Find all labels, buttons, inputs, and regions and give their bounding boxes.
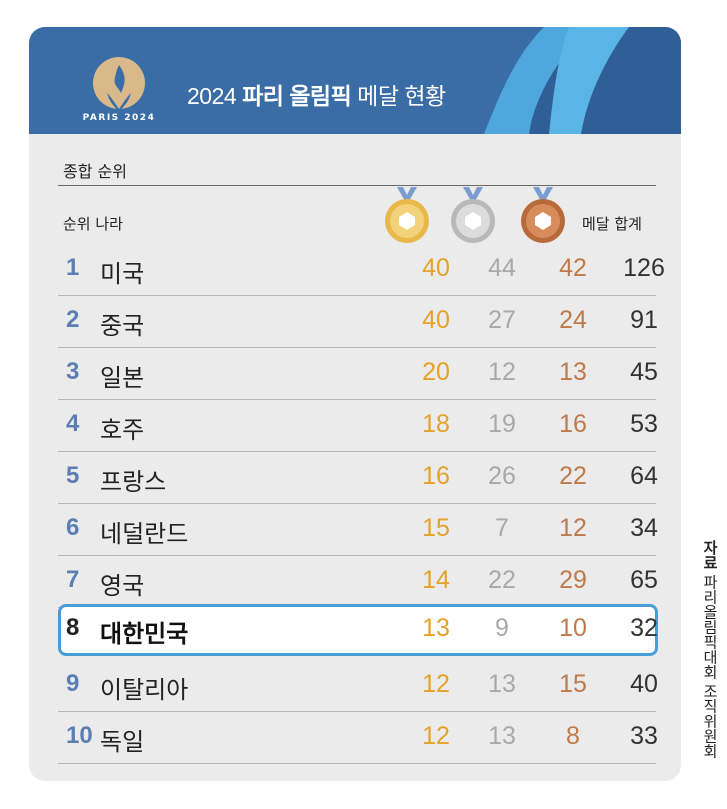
total-count: 33 (630, 722, 658, 750)
silver-count: 7 (495, 514, 509, 542)
table-row: 2 중국 40 27 24 91 (58, 296, 658, 348)
bronze-count: 12 (559, 514, 587, 542)
silver-count: 44 (488, 254, 516, 282)
country-cell: 독일 (100, 729, 145, 756)
paris-2024-logo-icon (93, 57, 145, 111)
divider (58, 185, 656, 186)
header-total: 메달 합계 (582, 215, 642, 233)
total-count: 45 (630, 358, 658, 386)
table-row: 8 대한민국 13 9 10 32 (58, 604, 658, 656)
logo-text: PARIS 2024 (82, 113, 156, 123)
gold-count: 20 (422, 358, 450, 386)
silver-count: 22 (488, 566, 516, 594)
bronze-count: 10 (559, 614, 587, 642)
country-cell: 프랑스 (100, 469, 167, 496)
total-count: 34 (630, 514, 658, 542)
country-cell: 네덜란드 (100, 521, 189, 548)
total-count: 40 (630, 670, 658, 698)
table-row: 7 영국 14 22 29 65 (58, 556, 658, 608)
table-row: 6 네덜란드 15 7 12 34 (58, 504, 658, 556)
gold-count: 18 (422, 410, 450, 438)
total-count: 126 (623, 254, 665, 282)
header-rank-country: 순위 나라 (63, 215, 123, 233)
country-cell: 미국 (100, 261, 145, 288)
rank-cell: 7 (66, 566, 80, 593)
silver-count: 13 (488, 670, 516, 698)
rank-cell: 1 (66, 254, 80, 281)
title-prefix: 2024 (187, 83, 243, 109)
source-text: 파리올림픽대회 조직위원회 (701, 574, 718, 759)
rank-cell: 10 (66, 722, 93, 749)
gold-count: 40 (422, 254, 450, 282)
gold-count: 15 (422, 514, 450, 542)
source-note: 자료 파리올림픽대회 조직위원회 (690, 540, 720, 758)
title-bold: 파리 올림픽 (242, 83, 352, 109)
bronze-medal-icon (521, 187, 565, 243)
rank-cell: 6 (66, 514, 80, 541)
silver-count: 13 (488, 722, 516, 750)
rank-cell: 9 (66, 670, 80, 697)
title-suffix: 메달 현황 (351, 83, 446, 109)
bronze-count: 42 (559, 254, 587, 282)
table-row: 3 일본 20 12 13 45 (58, 348, 658, 400)
gold-count: 14 (422, 566, 450, 594)
country-cell: 이탈리아 (100, 677, 189, 704)
gold-count: 12 (422, 722, 450, 750)
medal-table-card: PARIS 2024 2024 파리 올림픽 메달 현황 종합 순위 순위 나라… (29, 27, 681, 781)
source-label: 자료 (701, 540, 718, 570)
country-cell: 영국 (100, 573, 145, 600)
gold-count: 12 (422, 670, 450, 698)
total-count: 53 (630, 410, 658, 438)
rank-cell: 2 (66, 306, 80, 333)
table-row: 9 이탈리아 12 13 15 40 (58, 660, 658, 712)
silver-count: 9 (495, 614, 509, 642)
total-count: 91 (630, 306, 658, 334)
country-cell: 일본 (100, 365, 145, 392)
table-row: 1 미국 40 44 42 126 (58, 244, 665, 296)
silver-count: 12 (488, 358, 516, 386)
flame-decoration (484, 27, 681, 134)
bronze-count: 29 (559, 566, 587, 594)
silver-medal-icon (451, 187, 495, 243)
rank-cell: 3 (66, 358, 80, 385)
rank-cell: 5 (66, 462, 80, 489)
bronze-count: 16 (559, 410, 587, 438)
country-cell: 중국 (100, 313, 145, 340)
silver-count: 27 (488, 306, 516, 334)
header-banner: PARIS 2024 2024 파리 올림픽 메달 현황 (29, 27, 681, 134)
gold-count: 13 (422, 614, 450, 642)
rank-cell: 8 (66, 614, 80, 641)
gold-count: 40 (422, 306, 450, 334)
silver-count: 19 (488, 410, 516, 438)
country-cell: 호주 (100, 417, 145, 444)
total-count: 32 (630, 614, 658, 642)
page-title: 2024 파리 올림픽 메달 현황 (187, 77, 446, 111)
bronze-count: 13 (559, 358, 587, 386)
bronze-count: 24 (559, 306, 587, 334)
bronze-count: 15 (559, 670, 587, 698)
section-label: 종합 순위 (63, 162, 127, 181)
bronze-count: 22 (559, 462, 587, 490)
table-row: 10 독일 12 13 8 33 (58, 712, 658, 764)
gold-count: 16 (422, 462, 450, 490)
table-row: 4 호주 18 19 16 53 (58, 400, 658, 452)
gold-medal-icon (385, 187, 429, 243)
silver-count: 26 (488, 462, 516, 490)
rank-cell: 4 (66, 410, 80, 437)
table-row: 5 프랑스 16 26 22 64 (58, 452, 658, 504)
country-cell: 대한민국 (100, 621, 189, 648)
total-count: 64 (630, 462, 658, 490)
bronze-count: 8 (566, 722, 580, 750)
total-count: 65 (630, 566, 658, 594)
